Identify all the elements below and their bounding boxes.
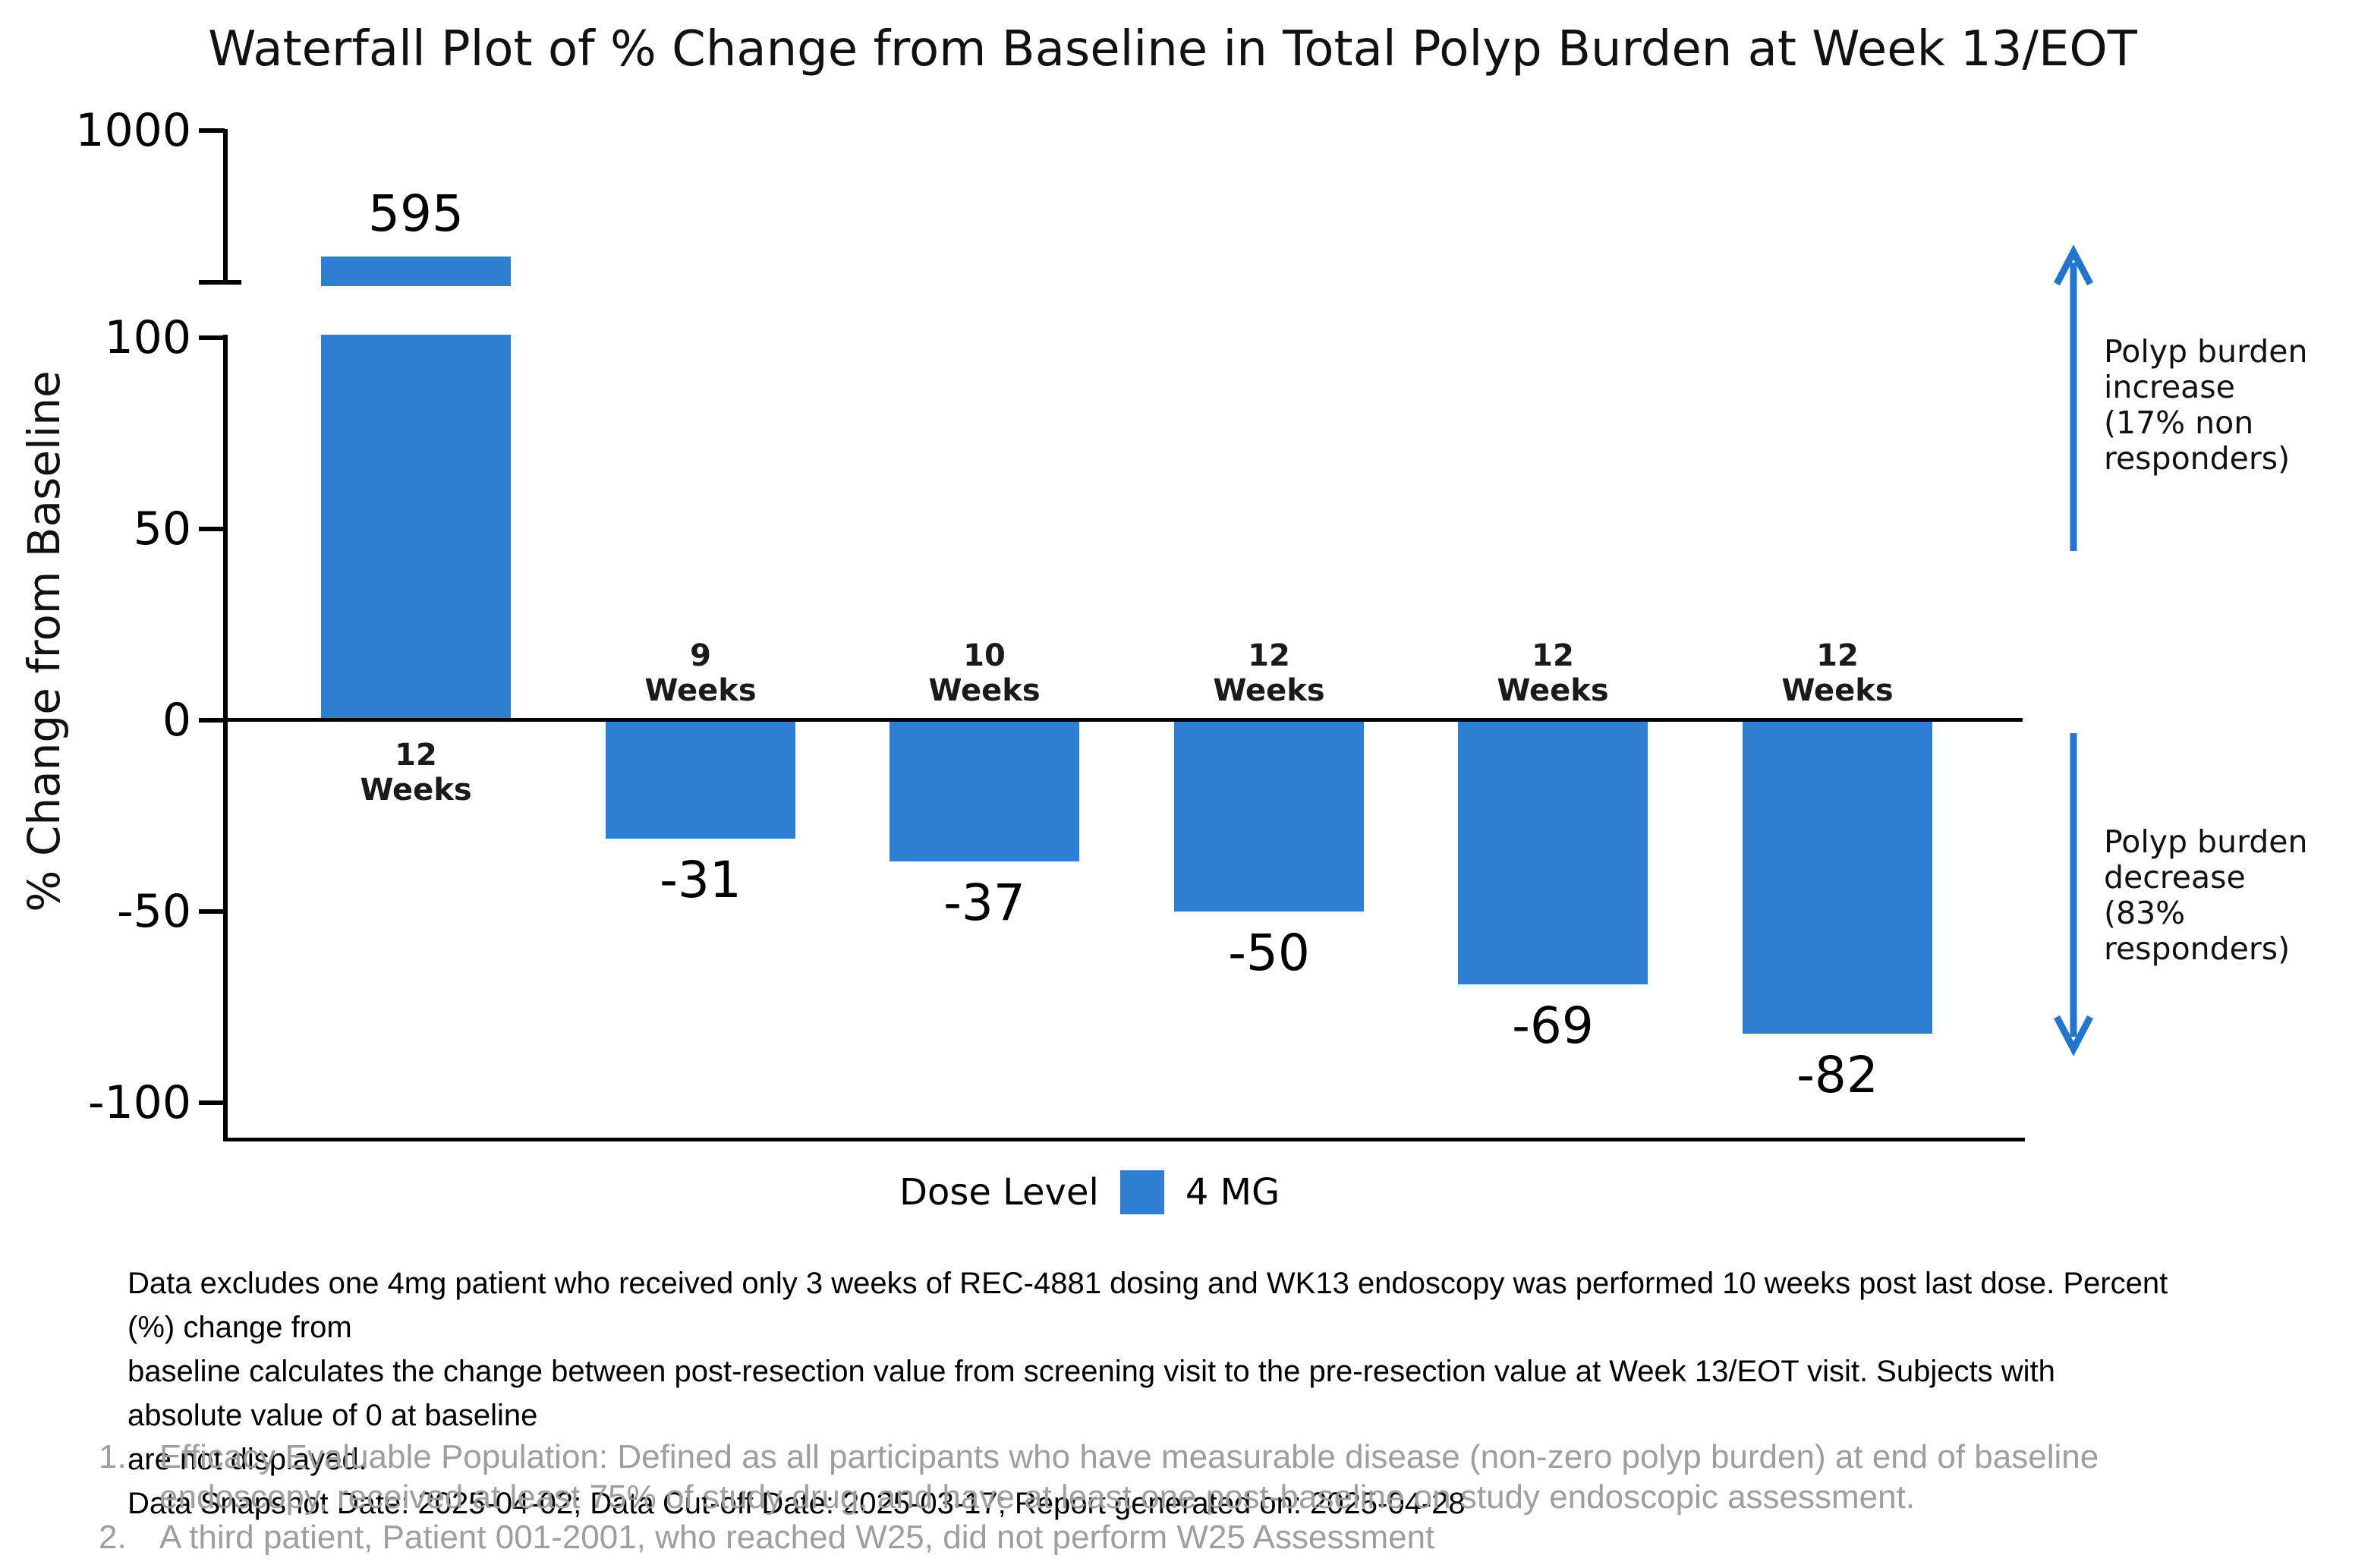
bar-week-label: 12 Weeks (1781, 638, 1894, 708)
y-tick-label: -100 (87, 1076, 191, 1129)
bar-value-label: -82 (1796, 1046, 1878, 1105)
y-tick (199, 909, 225, 914)
decrease-arrow-icon (2054, 733, 2093, 1056)
legend-title: Dose Level (899, 1171, 1099, 1214)
bar (1458, 720, 1648, 984)
annotation-increase-line: increase (2104, 369, 2235, 405)
bar (321, 335, 511, 720)
bar-week-label: 12 Weeks (1213, 638, 1325, 708)
bar (606, 720, 795, 839)
footnote-block: Data excludes one 4mg patient who receiv… (128, 1261, 2177, 1525)
note-item: 1. Efficacy Evaluable Population: Define… (99, 1437, 2224, 1517)
notes-list: 1. Efficacy Evaluable Population: Define… (99, 1437, 2224, 1557)
y-axis-label: % Change from Baseline (18, 370, 70, 912)
y-tick-1000 (199, 128, 225, 133)
footnote-line: Data Snapshot Date: 2025-04-02; Data Cut… (128, 1487, 1466, 1520)
annotation-decrease-line: decrease (2104, 859, 2246, 896)
annotation-increase: Polyp burden increase (17% non responder… (2104, 334, 2354, 477)
y-tick (199, 335, 225, 340)
note-line: A third patient, Patient 001-2001, who r… (159, 1519, 1435, 1556)
note-text: A third patient, Patient 001-2001, who r… (159, 1517, 1434, 1557)
y-axis-spine-lower (223, 335, 228, 1140)
zero-baseline (225, 718, 2023, 722)
bar-week-label: 10 Weeks (928, 638, 1041, 708)
footnote-line: are not displayed. (128, 1443, 367, 1476)
annotation-increase-line: responders) (2104, 440, 2291, 477)
y-tick (199, 718, 225, 723)
y-tick-label: 50 (133, 502, 191, 556)
annotation-increase-line: Polyp burden (2104, 333, 2308, 370)
annotation-decrease-line: Polyp burden (2104, 823, 2308, 860)
y-axis-spine-upper (223, 129, 228, 285)
y-tick-label: 100 (104, 311, 191, 364)
bar-value-label: -31 (660, 851, 742, 910)
note-line: Efficacy Evaluable Population: Defined a… (159, 1438, 2099, 1475)
note-text: Efficacy Evaluable Population: Defined a… (159, 1437, 2099, 1517)
legend: Dose Level 4 MG (899, 1170, 1280, 1214)
y-tick (199, 1100, 225, 1105)
note-number: 1. (99, 1438, 127, 1475)
bar-week-label: 12 Weeks (1497, 638, 1609, 708)
note-line: endoscopy, received at least 75% of stud… (159, 1478, 1916, 1516)
footnote-line: baseline calculates the change between p… (128, 1355, 2055, 1432)
annotation-increase-line: (17% non (2104, 405, 2254, 441)
annotation-decrease: Polyp burden decrease (83% responders) (2104, 824, 2354, 967)
bar-cap (321, 257, 511, 286)
axis-break-tick (199, 280, 241, 285)
x-axis-line (223, 1138, 2025, 1141)
bar-value-label: -69 (1512, 996, 1594, 1055)
bar-value-label: -50 (1228, 924, 1310, 982)
y-tick-label-1000: 1000 (75, 104, 191, 157)
footnote-line: Data excludes one 4mg patient who receiv… (128, 1267, 2168, 1344)
bar (1174, 720, 1364, 912)
bar-week-label: 12 Weeks (360, 738, 472, 808)
note-item: 2. A third patient, Patient 001-2001, wh… (99, 1517, 2224, 1557)
y-tick-label: -50 (117, 885, 191, 938)
increase-arrow-icon (2054, 244, 2093, 551)
annotation-decrease-line: (83% (2104, 895, 2186, 931)
legend-label-4mg: 4 MG (1185, 1171, 1280, 1214)
annotation-decrease-line: responders) (2104, 930, 2291, 967)
bar-value-label: -37 (943, 874, 1025, 933)
bar-week-label: 9 Weeks (644, 638, 757, 708)
legend-swatch-4mg (1119, 1170, 1164, 1214)
chart-title: Waterfall Plot of % Change from Baseline… (208, 21, 2137, 77)
note-number: 2. (99, 1519, 127, 1556)
bar-value-label: 595 (368, 184, 464, 243)
y-tick (199, 527, 225, 531)
bar (1743, 720, 1932, 1034)
bar (890, 720, 1079, 862)
y-tick-label: 0 (162, 694, 191, 747)
